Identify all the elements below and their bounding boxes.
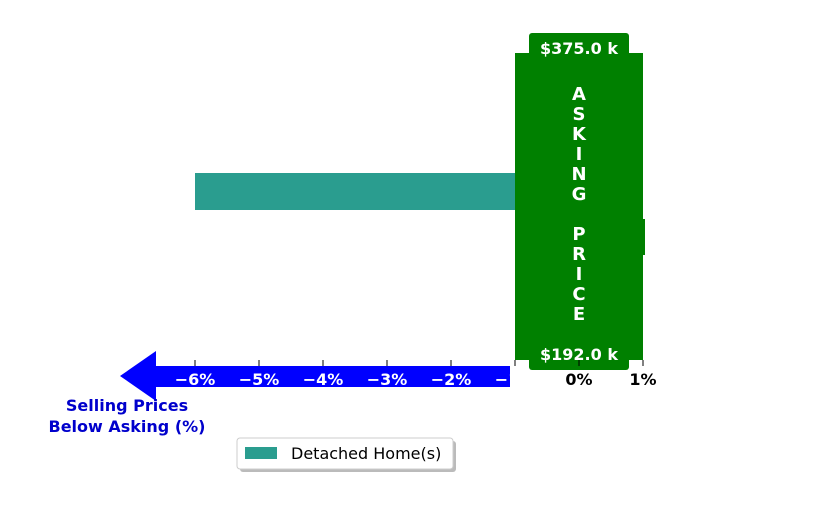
x-axis-label-line1: Selling Prices — [66, 396, 188, 415]
asking-price-letter: K — [572, 124, 587, 145]
asking-price-letter: E — [573, 304, 585, 325]
asking-price-rect — [515, 53, 643, 360]
asking-price-letter: S — [573, 104, 586, 125]
tick-label: −1% — [495, 370, 536, 389]
tick-label: −5% — [239, 370, 280, 389]
tick-label: −3% — [367, 370, 408, 389]
tick-label: −6% — [175, 370, 216, 389]
asking-price-letter: N — [571, 164, 586, 185]
arrow-shape — [120, 351, 510, 401]
top-price-label: $375.0 k — [540, 39, 618, 58]
tick-label: −4% — [303, 370, 344, 389]
tick-label: 0% — [565, 370, 592, 389]
tick-label: −2% — [431, 370, 472, 389]
x-tick-labels: −6% −5% −4% −3% −2% −1% 0% 1% — [175, 360, 657, 389]
asking-price-letter: I — [576, 264, 583, 285]
top-price-badge — [529, 33, 629, 62]
legend-label: Detached Home(s) — [291, 444, 441, 463]
tick-label: 1% — [629, 370, 656, 389]
band-edge — [641, 219, 645, 255]
asking-price-letter: I — [576, 144, 583, 165]
legend-swatch — [245, 447, 277, 459]
bottom-price-badge — [529, 340, 629, 370]
x-axis-label-line2: Below Asking (%) — [49, 417, 206, 436]
asking-price-letter: R — [572, 244, 586, 265]
asking-price-letter: A — [572, 84, 586, 105]
asking-price-letter: G — [572, 184, 587, 205]
asking-price-letter: P — [572, 224, 585, 245]
below-asking-arrow — [120, 351, 510, 401]
asking-price-letter: C — [572, 284, 585, 305]
bottom-price-label: $192.0 k — [540, 345, 618, 364]
legend: Detached Home(s) — [236, 437, 456, 472]
